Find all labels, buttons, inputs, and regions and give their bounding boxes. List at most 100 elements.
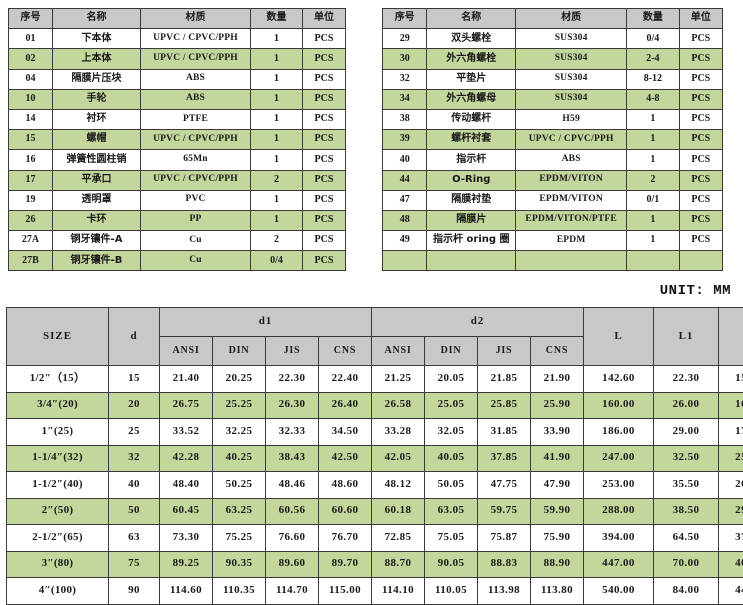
cell-part-number [383, 251, 427, 271]
cell-unit: PCS [679, 29, 722, 49]
cell-part-name: 传动螺杆 [427, 109, 516, 129]
cell-part-name: 衬环 [53, 109, 141, 129]
dimensions-table: SIZE d d1 d2 L L1 H ANSI DIN JIS CNS ANS… [6, 307, 743, 605]
cell-L1: 32.50 [654, 445, 719, 472]
cell-d2-3: 33.90 [531, 419, 584, 446]
cell-material: PTFE [141, 109, 251, 129]
cell-material: PP [141, 210, 251, 230]
cell-d1-2: 38.43 [266, 445, 319, 472]
cell-part-name: 螺帽 [53, 130, 141, 150]
cell-d: 25 [109, 419, 160, 446]
column-header-material: 材质 [516, 9, 627, 29]
cell-d2-0: 48.12 [372, 472, 425, 499]
cell-d1-3: 22.40 [319, 366, 372, 393]
cell-size: 2″(50) [7, 498, 109, 525]
cell-d: 32 [109, 445, 160, 472]
cell-d2-3: 59.90 [531, 498, 584, 525]
column-header-no: 序号 [9, 9, 53, 29]
cell-quantity: 2 [251, 170, 303, 190]
cell-part-name: 外六角螺母 [427, 89, 516, 109]
cell-H: 254.00 [719, 445, 743, 472]
cell-d1-1: 50.25 [213, 472, 266, 499]
cell-part-number: 29 [383, 29, 427, 49]
cell-part-number: 49 [383, 231, 427, 251]
cell-quantity: 1 [251, 49, 303, 69]
cell-unit: PCS [303, 130, 346, 150]
cell-unit: PCS [303, 251, 346, 271]
cell-part-number: 15 [9, 130, 53, 150]
column-header-L: L [584, 308, 654, 366]
cell-L: 394.00 [584, 525, 654, 552]
cell-d: 40 [109, 472, 160, 499]
column-header-no: 序号 [383, 9, 427, 29]
column-header-name: 名称 [53, 9, 141, 29]
cell-L1: 26.00 [654, 392, 719, 419]
cell-d: 20 [109, 392, 160, 419]
cell-quantity: 1 [251, 150, 303, 170]
cell-quantity: 1 [251, 130, 303, 150]
cell-part-name: 铜牙镶件-B [53, 251, 141, 271]
cell-part-name [427, 251, 516, 271]
cell-d1-0: 114.60 [160, 578, 213, 605]
cell-unit: PCS [303, 210, 346, 230]
cell-d1-1: 110.35 [213, 578, 266, 605]
column-header-qty: 数量 [251, 9, 303, 29]
cell-unit: PCS [679, 89, 722, 109]
cell-d1-1: 90.35 [213, 551, 266, 578]
cell-H: 440.00 [719, 578, 743, 605]
cell-material: ABS [141, 69, 251, 89]
cell-d2-0: 26.58 [372, 392, 425, 419]
cell-L1: 38.50 [654, 498, 719, 525]
cell-d2-2: 113.98 [478, 578, 531, 605]
column-header-L1: L1 [654, 308, 719, 366]
cell-size: 4″(100) [7, 578, 109, 605]
cell-d2-1: 110.05 [425, 578, 478, 605]
cell-quantity: 0/4 [627, 29, 679, 49]
column-header-d1-jis: JIS [266, 337, 319, 366]
column-header-d2-cns: CNS [531, 337, 584, 366]
cell-material [516, 251, 627, 271]
cell-d2-1: 90.05 [425, 551, 478, 578]
cell-unit: PCS [679, 170, 722, 190]
cell-d2-2: 21.85 [478, 366, 531, 393]
cell-part-number: 39 [383, 130, 427, 150]
cell-d1-2: 32.33 [266, 419, 319, 446]
cell-unit: PCS [679, 49, 722, 69]
cell-material: EPDM/VITON/PTFE [516, 210, 627, 230]
table-row [383, 251, 723, 271]
cell-unit: PCS [303, 89, 346, 109]
cell-d1-2: 22.30 [266, 366, 319, 393]
cell-L: 540.00 [584, 578, 654, 605]
cell-d1-2: 60.56 [266, 498, 319, 525]
cell-H: 400.00 [719, 551, 743, 578]
cell-quantity: 1 [627, 130, 679, 150]
dimensions-header-row-1: SIZE d d1 d2 L L1 H [7, 308, 743, 337]
cell-d1-3: 48.60 [319, 472, 372, 499]
cell-d1-1: 75.25 [213, 525, 266, 552]
cell-d1-0: 26.75 [160, 392, 213, 419]
cell-d2-3: 75.90 [531, 525, 584, 552]
cell-unit: PCS [303, 190, 346, 210]
cell-part-number: 02 [9, 49, 53, 69]
cell-size: 1/2″（15） [7, 366, 109, 393]
cell-size: 1-1/4″(32) [7, 445, 109, 472]
cell-unit: PCS [303, 170, 346, 190]
cell-quantity: 1 [251, 29, 303, 49]
cell-d: 50 [109, 498, 160, 525]
cell-part-name: 外六角螺栓 [427, 49, 516, 69]
column-header-d2: d2 [372, 308, 584, 337]
